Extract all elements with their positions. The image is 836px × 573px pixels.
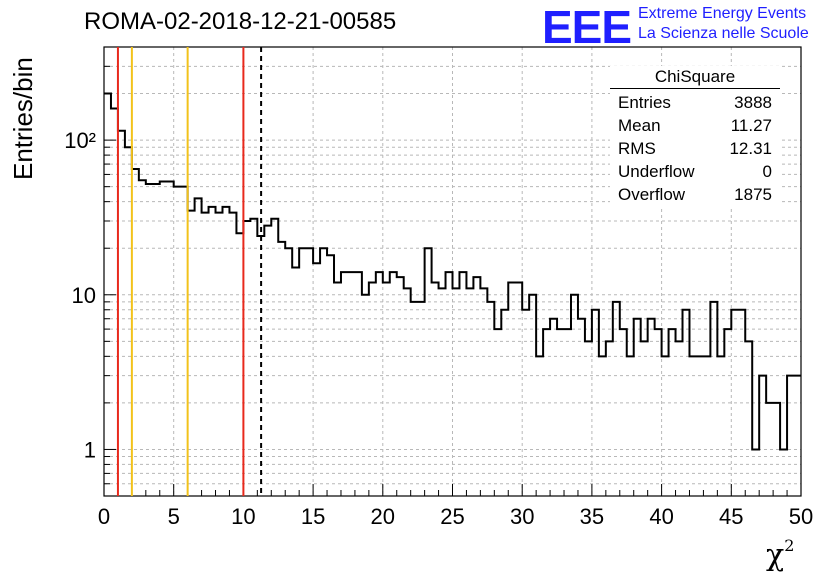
x-axis-label-base: χ	[766, 538, 785, 573]
stats-header: ChiSquare	[610, 66, 780, 89]
stats-row-mean: Mean 11.27	[610, 114, 780, 137]
stats-row-entries: Entries 3888	[610, 91, 780, 114]
logo-caption-line1: Extreme Energy Events	[638, 5, 807, 22]
stats-label: RMS	[618, 139, 656, 158]
stats-value: 1875	[734, 185, 772, 204]
stats-value: 0	[762, 162, 772, 181]
x-tick-label: 10	[231, 504, 255, 529]
y-tick-label: 10	[72, 283, 96, 308]
x-tick-label: 0	[98, 504, 110, 529]
logo-caption-line2: La Scienza nelle Scuole	[638, 25, 809, 42]
chart-title: ROMA-02-2018-12-21-00585	[84, 8, 397, 35]
stats-row-overflow: Overflow 1875	[610, 183, 780, 206]
y-axis-label: Entries/bin	[8, 57, 38, 180]
eee-logo: EEE	[542, 1, 632, 53]
histogram-series	[104, 92, 801, 451]
x-tick-label: 35	[580, 504, 604, 529]
y-tick-label: 10²	[64, 128, 96, 153]
x-tick-label: 5	[168, 504, 180, 529]
stats-value: 11.27	[730, 116, 772, 135]
x-axis-label: χ2	[766, 536, 794, 573]
x-tick-label: 50	[789, 504, 813, 529]
x-tick-label: 25	[440, 504, 464, 529]
stats-value: 3888	[734, 93, 772, 112]
stats-label: Underflow	[618, 162, 695, 181]
stats-label: Entries	[618, 93, 671, 112]
x-tick-label: 30	[510, 504, 534, 529]
stats-value: 12.31	[729, 139, 772, 158]
y-tick-label: 1	[84, 437, 96, 462]
stats-box: ChiSquare Entries 3888 Mean 11.27 RMS 12.31…	[610, 66, 780, 206]
stats-label: Overflow	[618, 185, 686, 204]
x-tick-label: 15	[301, 504, 325, 529]
stats-label: Mean	[618, 116, 661, 135]
stats-row-rms: RMS 12.31	[610, 137, 780, 160]
x-tick-label: 45	[719, 504, 743, 529]
x-tick-label: 40	[649, 504, 673, 529]
stats-row-underflow: Underflow 0	[610, 160, 780, 183]
x-tick-label: 20	[371, 504, 395, 529]
logo-caption: Extreme Energy Events La Scienza nelle S…	[638, 4, 809, 44]
x-axis-label-superscript: 2	[784, 536, 795, 555]
